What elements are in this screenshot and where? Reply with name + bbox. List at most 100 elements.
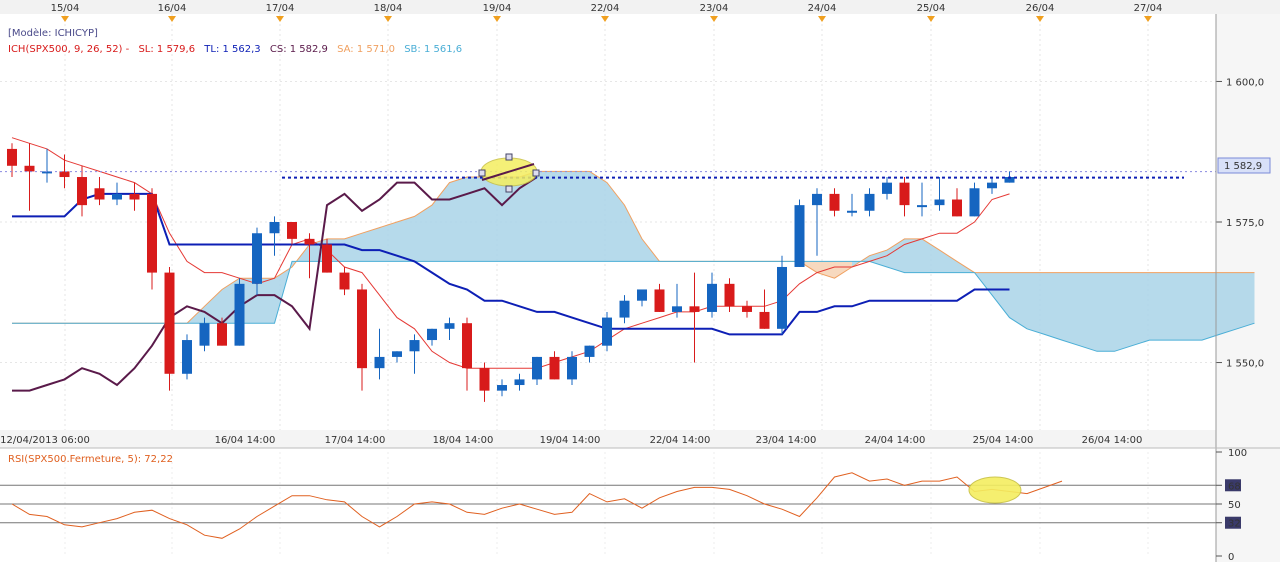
candle-body: [444, 323, 455, 329]
candle-body: [637, 289, 647, 301]
candle-body: [24, 165, 35, 172]
tenkan-line: [11, 137, 1010, 369]
cloud-segment: [624, 205, 642, 262]
model-label: [Modèle: ICHICYP]: [8, 27, 98, 39]
candle-body: [287, 222, 297, 239]
candle-body: [234, 283, 245, 346]
cloud-segment: [1219, 272, 1237, 335]
top-date-strip: [0, 0, 1280, 14]
candle-body: [689, 306, 700, 312]
cloud-segment: [1184, 272, 1202, 341]
cloud-segment: [449, 177, 467, 262]
candle-body: [829, 193, 840, 211]
cloud-segment: [554, 171, 572, 262]
cloud-segment: [834, 261, 852, 279]
candle-body: [742, 306, 752, 312]
candle-body: [7, 148, 17, 166]
candle-body: [322, 244, 332, 273]
rsi-tick-label: 68: [1228, 481, 1241, 492]
cloud-segment: [257, 278, 275, 324]
candle-body: [707, 283, 717, 312]
cloud-segment: [992, 272, 1010, 318]
candle-body: [112, 193, 122, 200]
cloud-segment: [502, 177, 520, 262]
cloud-segment: [1062, 272, 1080, 346]
candle-body: [252, 233, 262, 284]
legend-cs: CS: 1 582,9: [270, 44, 328, 55]
candle-body: [269, 222, 280, 234]
candle-body: [759, 311, 770, 329]
candle-body: [847, 210, 857, 213]
candle-body: [497, 385, 507, 391]
date-marker: [710, 16, 718, 22]
date-marker: [168, 16, 176, 22]
rsi-tick-label: 50: [1228, 500, 1241, 511]
current-price-label: 1 582,9: [1224, 161, 1262, 172]
candle-body: [812, 193, 822, 206]
rsi-tick-label: 32: [1228, 519, 1241, 530]
kijun-line: [12, 192, 1010, 336]
candle-body: [794, 205, 805, 267]
candle-body: [374, 356, 385, 369]
date-marker: [1144, 16, 1152, 22]
date-marker: [61, 16, 69, 22]
time-tick-label: 17/04 14:00: [325, 435, 386, 446]
rsi-highlight-ellipse: [968, 476, 1022, 504]
time-tick-label: 19/04 14:00: [540, 435, 601, 446]
candle-body: [59, 171, 70, 178]
time-tick-label: 25/04 14:00: [973, 435, 1034, 446]
time-tick-label: 26/04 14:00: [1082, 435, 1143, 446]
rsi-level-tag: [1225, 498, 1241, 510]
cloud-segment: [1149, 272, 1167, 341]
top-date-tick: 25/04: [917, 3, 946, 14]
time-tick-label: 22/04 14:00: [650, 435, 711, 446]
candle-body: [567, 356, 577, 380]
candle-body: [952, 199, 962, 217]
senkou-a-line: [12, 170, 1255, 324]
candle-body: [199, 323, 210, 346]
y-tick-label: 1 575,0: [1226, 218, 1264, 229]
candle-body: [584, 345, 595, 357]
cloud-segment: [1027, 272, 1045, 335]
cloud-segment: [414, 205, 432, 262]
selected-segment: [481, 163, 535, 181]
cloud-segment: [362, 227, 380, 262]
time-tick-label: 24/04 14:00: [865, 435, 926, 446]
rsi-level-tag: [1225, 516, 1241, 529]
candle-body: [969, 188, 980, 217]
top-date-tick: 24/04: [808, 3, 837, 14]
annotations: [0, 153, 1216, 193]
cloud-segment: [519, 171, 537, 262]
cloud-segment: [484, 177, 502, 262]
date-marker: [276, 16, 284, 22]
selection-handle: [532, 169, 540, 177]
candle-body: [602, 317, 612, 346]
candle-body: [94, 188, 105, 200]
candle-body: [392, 351, 402, 357]
top-date-tick: 15/04: [51, 3, 80, 14]
candle-body: [917, 205, 927, 208]
cloud-segment: [432, 182, 450, 262]
rsi-tick-label: 100: [1228, 448, 1247, 459]
candle-body: [479, 368, 490, 391]
candle-body: [549, 356, 560, 380]
top-date-tick: 26/04: [1026, 3, 1055, 14]
candle-body: [987, 182, 997, 189]
candle-body: [514, 379, 525, 386]
date-marker: [818, 16, 826, 22]
cloud-segment: [589, 171, 607, 262]
candle-body: [619, 300, 630, 318]
candle-body: [532, 356, 542, 380]
top-date-tick: 17/04: [266, 3, 295, 14]
candle-body: [129, 193, 140, 200]
candle-body: [864, 193, 875, 211]
cloud-segment: [607, 182, 625, 262]
candle-body: [1004, 177, 1015, 183]
rsi-tick-label: 0: [1228, 552, 1234, 562]
top-date-tick: 22/04: [591, 3, 620, 14]
candle-body: [164, 272, 175, 374]
candle-body: [462, 323, 472, 369]
top-date-tick: 27/04: [1134, 3, 1163, 14]
time-tick-label: 23/04 14:00: [756, 435, 817, 446]
